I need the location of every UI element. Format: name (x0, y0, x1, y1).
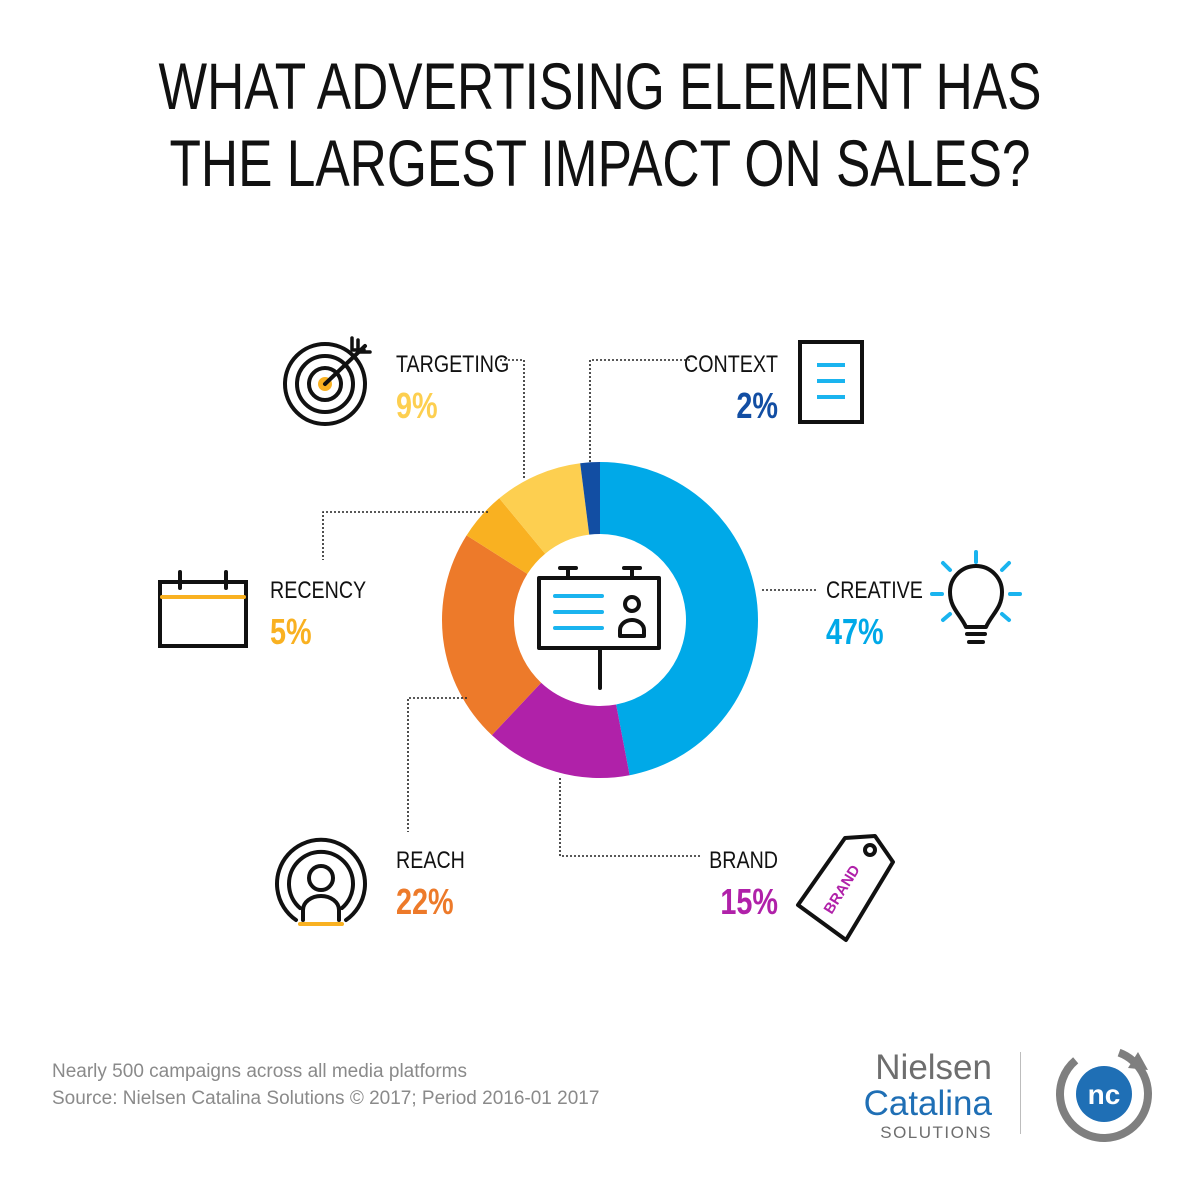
donut-slices (442, 462, 759, 779)
slice-value-reach: 22% (396, 881, 454, 922)
slice-name-recency: RECENCY (270, 576, 367, 603)
target-icon (283, 336, 372, 426)
footer-note: Nearly 500 campaigns across all media pl… (52, 1061, 468, 1082)
slice-brand (491, 682, 630, 779)
slice-name-targeting: TARGETING (396, 350, 509, 377)
price-tag-text: BRAND (821, 862, 864, 917)
company-logo-text: Nielsen Catalina SOLUTIONS (820, 1050, 992, 1144)
leader-lines (322, 359, 818, 857)
lightbulb-icon (930, 550, 1022, 644)
leader-line-targeting (500, 359, 525, 478)
price-tag-icon: BRAND (796, 834, 895, 942)
slice-value-recency: 5% (270, 611, 312, 652)
slice-name-creative: CREATIVE (826, 576, 923, 603)
leader-line-recency (322, 511, 488, 560)
leader-line-reach (407, 697, 467, 832)
document-icon (798, 340, 864, 424)
broadcast-person-icon (275, 837, 367, 926)
slice-value-brand: 15% (720, 881, 778, 922)
slice-targeting (499, 463, 590, 554)
logo-line-2: Catalina (863, 1084, 992, 1123)
slice-name-reach: REACH (396, 846, 465, 873)
slice-name-context: CONTEXT (684, 350, 778, 377)
billboard-icon (537, 566, 661, 690)
logo-line-1: Nielsen (875, 1048, 992, 1087)
leader-line-context (589, 359, 690, 462)
slice-value-context: 2% (736, 385, 778, 426)
logo-line-3: SOLUTIONS (880, 1123, 992, 1142)
calendar-icon (158, 570, 248, 648)
slice-context (580, 462, 600, 535)
leader-line-brand (559, 778, 702, 857)
chart-title-line-1: WHAT ADVERTISING ELEMENT HAS (158, 49, 1042, 123)
logo-divider (1020, 1052, 1021, 1134)
slice-value-targeting: 9% (396, 385, 438, 426)
slice-reach (442, 535, 542, 736)
slice-name-brand: BRAND (709, 846, 778, 873)
slice-labels: CREATIVE 47% BRAND 15% REACH 22% RECENCY 5% TARG… (270, 350, 923, 922)
chart-title: WHAT ADVERTISING ELEMENT HAS THE LARGEST… (132, 48, 1068, 201)
footer: Nearly 500 campaigns across all media pl… (52, 1058, 599, 1112)
logo-mark-icon: nc (1056, 1046, 1152, 1142)
footer-source: Source: Nielsen Catalina Solutions © 201… (52, 1088, 600, 1109)
slice-value-creative: 47% (826, 611, 884, 652)
chart-title-line-2: THE LARGEST IMPACT ON SALES? (169, 125, 1031, 200)
logo-mark-text: nc (1088, 1079, 1121, 1110)
slice-creative (600, 462, 759, 776)
slice-recency (466, 498, 546, 574)
